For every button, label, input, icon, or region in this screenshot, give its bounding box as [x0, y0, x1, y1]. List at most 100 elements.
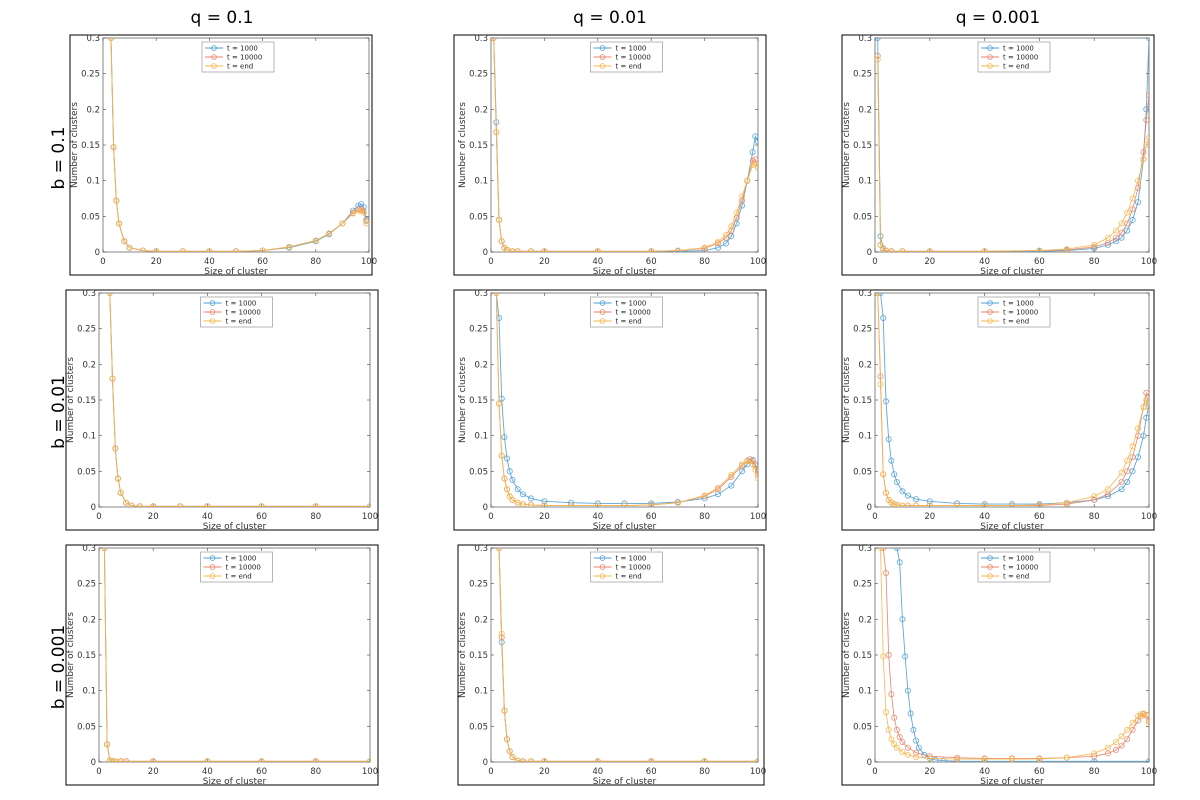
data-point: [1124, 209, 1131, 216]
data-point: [1118, 733, 1125, 740]
data-point: [115, 475, 122, 482]
y-tick-label: 0.1: [86, 177, 100, 187]
data-point: [899, 248, 906, 252]
data-point: [258, 503, 265, 507]
x-tick-label: 20: [539, 512, 550, 522]
data-point: [755, 475, 758, 482]
data-point: [498, 452, 505, 459]
y-tick-label: 0.3: [82, 544, 96, 554]
data-point: [733, 209, 740, 216]
data-point: [121, 238, 128, 245]
legend-swatch-marker: [987, 309, 993, 315]
legend-swatch-marker: [599, 300, 606, 306]
data-point: [1129, 216, 1136, 223]
x-tick-label: 0: [488, 257, 493, 267]
data-point: [109, 758, 116, 762]
data-point: [503, 486, 510, 493]
data-point: [349, 210, 356, 217]
data-point: [910, 726, 917, 733]
data-point: [1118, 478, 1125, 485]
data-point: [1104, 234, 1111, 241]
x-axis-label: Size of cluster: [980, 267, 1044, 277]
legend-swatch-marker: [209, 564, 216, 570]
data-point: [739, 197, 746, 204]
data-point: [877, 381, 884, 388]
data-point: [1146, 38, 1149, 41]
legend-label: t = 10000: [1003, 309, 1038, 317]
data-point: [728, 223, 735, 230]
data-point: [1113, 739, 1120, 746]
y-tick-label: 0.1: [474, 177, 488, 187]
data-point: [913, 754, 920, 761]
data-point: [752, 156, 758, 163]
y-tick-label: 0.3: [858, 289, 872, 299]
data-point: [981, 501, 988, 507]
data-point: [749, 149, 756, 156]
data-point: [913, 737, 920, 744]
y-tick-label: 0.05: [469, 722, 488, 732]
data-point: [108, 38, 114, 41]
y-tick-label: 0.15: [77, 396, 96, 406]
data-point: [739, 461, 746, 468]
data-point: [877, 548, 884, 551]
x-axis-label: Size of cluster: [203, 522, 267, 532]
data-point: [528, 495, 535, 502]
x-tick-label: 20: [924, 257, 935, 267]
y-tick-label: 0.1: [82, 432, 96, 442]
data-point: [541, 498, 548, 505]
y-tick-label: 0.25: [77, 325, 96, 335]
data-point: [877, 293, 884, 296]
legend-label: t = end: [616, 318, 642, 326]
x-tick-label: 100: [1141, 767, 1157, 777]
data-point: [883, 709, 890, 716]
legend-label: t = 1000: [1003, 45, 1034, 53]
legend-swatch-marker: [211, 45, 217, 51]
data-point: [893, 548, 900, 551]
data-point: [1146, 758, 1149, 762]
x-tick-label: 0: [872, 257, 877, 267]
x-tick-label: 80: [310, 767, 321, 777]
x-tick-label: 40: [202, 767, 213, 777]
data-point: [926, 248, 933, 252]
data-point: [888, 736, 895, 743]
subplot-frame: [841, 34, 1155, 276]
y-axis-label: Number of clusters: [70, 102, 80, 188]
legend-swatch-marker: [599, 564, 606, 570]
data-point: [112, 445, 119, 452]
data-point: [1137, 711, 1144, 718]
subplot-7: 0 20 40 60 80 100 0 0.05 0.1 0.15 0.2 0.25 0.3 Size o…: [65, 544, 379, 787]
legend-swatch-marker: [211, 54, 217, 60]
data-point: [1143, 142, 1149, 148]
legend-label: t = 1000: [227, 45, 258, 53]
y-axis-label: Number of clusters: [842, 357, 852, 443]
data-point: [1124, 726, 1131, 733]
data-point: [1104, 486, 1111, 493]
subplot-2: 0 20 40 60 80 100 0 0.05 0.1 0.15 0.2 0.25 0.3 Size o…: [453, 34, 767, 277]
data-point: [1129, 195, 1136, 202]
data-point: [1146, 404, 1149, 411]
series-group: [875, 293, 1149, 507]
data-point: [728, 233, 735, 240]
data-point: [749, 461, 756, 468]
data-point: [493, 129, 500, 136]
x-axis-label: Size of cluster: [980, 522, 1044, 532]
data-point: [926, 498, 933, 505]
y-tick-label: 0.15: [469, 396, 488, 406]
data-point: [1036, 756, 1043, 762]
data-point: [363, 220, 369, 227]
y-tick-label: 0.2: [474, 105, 488, 115]
x-tick-label: 80: [699, 512, 710, 522]
legend-label: t = end: [227, 63, 253, 71]
x-tick-label: 60: [257, 257, 268, 267]
y-tick-label: 0.25: [77, 580, 96, 590]
y-tick-label: 0.25: [469, 325, 488, 335]
series-group: [106, 293, 370, 507]
data-point: [1118, 486, 1125, 493]
legend-swatch-marker: [209, 555, 216, 561]
legend-swatch-marker: [599, 45, 606, 51]
y-tick-label: 0.15: [81, 141, 100, 151]
legend-swatch-marker: [209, 573, 216, 579]
y-tick-label: 0.3: [474, 544, 488, 554]
